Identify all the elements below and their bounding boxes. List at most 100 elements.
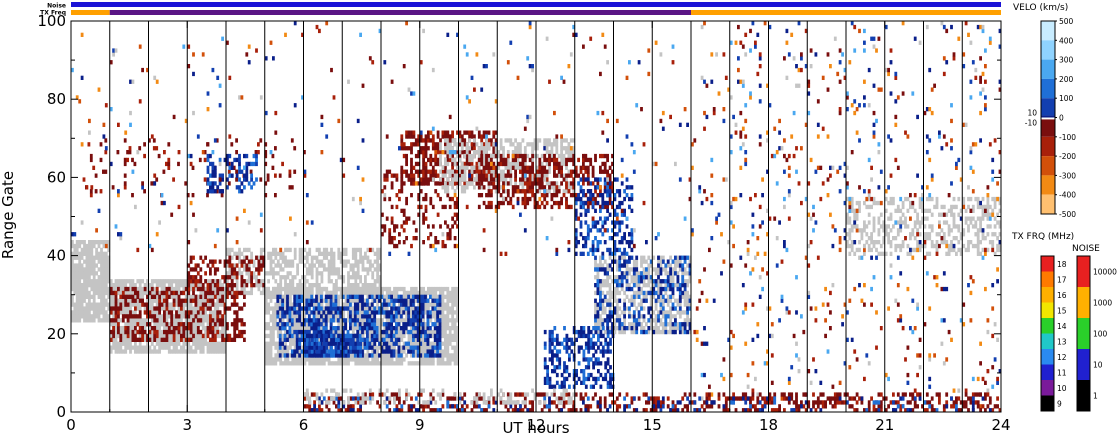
scatter-cell <box>347 357 350 362</box>
scatter-cell <box>504 196 508 202</box>
scatter-cell <box>410 134 413 139</box>
scatter-cell <box>233 337 237 342</box>
scatter-cell <box>480 161 484 167</box>
scatter-cell <box>393 228 396 233</box>
scatter-cell <box>180 283 183 288</box>
scatter-cell <box>204 279 207 284</box>
scatter-cell <box>376 279 379 284</box>
scatter-cell <box>279 267 283 272</box>
scatter-cell <box>192 326 195 331</box>
scatter-cell <box>458 134 462 139</box>
scatter-cell <box>349 314 352 319</box>
scatter-cell <box>562 161 566 167</box>
scatter-cell <box>514 177 517 182</box>
scatter-cell <box>330 361 333 366</box>
scatter-cell <box>431 134 435 139</box>
scatter-cell <box>322 337 326 342</box>
scatter-cell <box>359 361 362 366</box>
scatter-cell <box>107 267 111 272</box>
scatter-cell <box>209 294 212 299</box>
scatter-cell <box>509 173 513 178</box>
scatter-cell <box>160 283 164 288</box>
scatter-cell <box>318 286 321 292</box>
scatter-cell <box>351 329 355 335</box>
scatter-cell <box>206 306 210 311</box>
scatter-cell <box>286 275 290 280</box>
scatter-cell <box>78 290 82 296</box>
scatter-cell <box>216 318 220 323</box>
scatter-cell <box>354 326 358 331</box>
scatter-cell <box>121 294 125 299</box>
scatter-cell <box>175 310 178 315</box>
scatter-cell <box>545 138 549 143</box>
scatter-cell <box>487 189 491 194</box>
scatter-cell <box>385 337 389 342</box>
scatter-cell <box>458 177 462 182</box>
scatter-cell <box>180 349 183 354</box>
scatter-cell <box>344 290 348 296</box>
scatter-cell <box>112 326 115 331</box>
scatter-cell <box>342 349 346 354</box>
scatter-cell <box>421 322 425 327</box>
scatter-cell <box>293 353 297 358</box>
scatter-cell <box>444 161 447 167</box>
scatter-cell <box>526 177 530 182</box>
scatter-cell <box>155 290 159 296</box>
scatter-cell <box>477 165 481 170</box>
scatter-cell <box>209 318 212 323</box>
scatter-cell <box>143 306 147 311</box>
scatter-cell <box>490 200 493 206</box>
scatter-cell <box>351 306 355 311</box>
scatter-cell <box>187 306 191 311</box>
scatter-cell <box>531 185 534 190</box>
scatter-cell <box>347 290 350 296</box>
scatter-cell <box>376 247 379 253</box>
scatter-cell <box>414 314 418 319</box>
scatter-cell <box>499 185 503 190</box>
scatter-cell <box>344 286 348 292</box>
scatter-cell <box>538 204 542 210</box>
scatter-cell <box>456 298 459 303</box>
scatter-cell <box>361 286 365 292</box>
scatter-cell <box>201 333 205 339</box>
scatter-cell <box>475 177 479 182</box>
scatter-cell <box>255 255 258 260</box>
scatter-cell <box>509 181 513 186</box>
scatter-cell <box>124 337 128 342</box>
scatter-cell <box>402 169 406 174</box>
scatter-cell <box>438 302 442 307</box>
scatter-cell <box>85 267 89 272</box>
scatter-cell <box>167 283 171 288</box>
scatter-cell <box>453 236 457 241</box>
scatter-cell <box>451 353 454 358</box>
scatter-cell <box>284 349 287 354</box>
scatter-cell <box>238 259 241 264</box>
scatter-cell <box>538 173 542 178</box>
scatter-cell <box>165 302 169 307</box>
scatter-cell <box>117 341 120 346</box>
scatter-cell <box>97 251 101 256</box>
scatter-cell <box>289 263 292 268</box>
scatter-cell <box>322 322 326 327</box>
scatter-cell <box>192 329 195 335</box>
scatter-cell <box>506 189 510 194</box>
scatter-cell <box>114 279 118 284</box>
scatter-cell <box>213 337 217 342</box>
scatter-cell <box>158 337 161 342</box>
scatter-cell <box>504 189 508 194</box>
scatter-cell <box>506 153 510 159</box>
scatter-cell <box>167 294 171 299</box>
scatter-cell <box>107 318 111 323</box>
scatter-cell <box>482 177 486 182</box>
scatter-cell <box>487 142 491 147</box>
scatter-cell <box>165 314 169 319</box>
scatter-cell <box>213 290 217 296</box>
scatter-cell <box>320 318 324 323</box>
scatter-cell <box>327 271 331 276</box>
scatter-cell <box>402 298 406 303</box>
scatter-cell <box>477 181 481 186</box>
scatter-cell <box>73 255 77 260</box>
scatter-cell <box>393 243 396 249</box>
scatter-cell <box>288 329 292 335</box>
scatter-cell <box>497 181 501 186</box>
